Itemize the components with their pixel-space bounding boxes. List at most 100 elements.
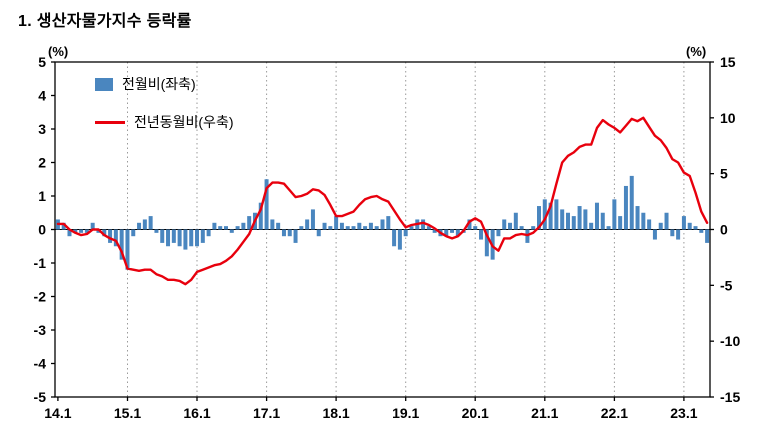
bar [293,229,298,243]
bar [247,216,252,230]
bar [281,229,286,237]
bar [571,216,576,230]
bar [542,199,547,230]
x-tick-label: 16.1 [183,405,210,421]
bar [235,226,240,230]
bar [183,229,188,250]
bar [108,229,113,243]
chart-title: 1. 생산자물가지수 등락률 [18,13,192,30]
x-tick-label: 17.1 [253,405,280,421]
line-swatch-icon [95,120,125,124]
bar [218,226,223,230]
bar [392,229,397,247]
legend: 전월비(좌축) 전년동월비(우축) [95,74,233,132]
bar [142,219,147,230]
left-tick-label: -5 [34,389,47,405]
bar [189,229,194,247]
bar-swatch-icon [95,77,113,91]
bar [484,229,489,257]
left-tick-label: -2 [34,289,47,305]
bar [618,216,623,230]
bar [328,226,333,230]
bar [583,209,588,230]
x-tick-label: 18.1 [322,405,349,421]
legend-label-yoy: 전년동월비(우축) [134,114,234,130]
bar [322,222,327,230]
left-tick-label: -1 [34,255,47,271]
bar [455,229,460,237]
right-tick-label: 0 [720,222,728,238]
bar [693,226,698,230]
bar [444,229,449,237]
x-tick-label: 22.1 [601,405,628,421]
bar [334,216,339,230]
bar [125,229,130,270]
bar [171,229,176,243]
x-tick-label: 20.1 [462,405,489,421]
left-tick-label: -3 [34,322,47,338]
legend-label-mom: 전월비(좌축) [122,76,196,92]
bar [345,226,350,230]
bar [131,229,136,237]
bar [635,206,640,230]
left-tick-label: 5 [38,54,46,70]
bar [577,206,582,230]
bar [166,229,171,247]
bar [90,222,95,230]
bar [386,216,391,230]
bar [589,222,594,230]
bar [79,229,84,233]
left-tick-label: 3 [38,121,46,137]
bar [339,222,344,230]
bar [224,226,228,230]
x-tick-label: 23.1 [670,405,697,421]
right-tick-label: 15 [720,54,736,70]
bar [594,202,599,230]
bar [606,226,611,230]
bar [403,229,408,237]
bar [565,212,570,230]
bar [310,209,315,230]
bar [67,229,72,237]
left-tick-label: 4 [38,88,46,104]
left-tick-label: -4 [34,356,47,372]
bar [276,222,281,230]
bar [264,179,269,230]
legend-item-mom: 전월비(좌축) [95,74,233,94]
bar [380,219,385,230]
bar [113,229,118,247]
bar [687,222,692,230]
bar [84,229,89,233]
bar [357,222,362,230]
bar [421,219,426,230]
bar [531,226,536,230]
x-tick-label: 15.1 [114,405,141,421]
bar [316,229,321,237]
x-tick-label: 21.1 [531,405,558,421]
bar [241,222,246,230]
bar [502,219,507,230]
bar [554,199,559,230]
bar [397,229,402,250]
bar [374,226,379,230]
bar [612,199,617,230]
bar [670,229,675,237]
bar [652,229,657,240]
right-tick-label: 10 [720,110,736,126]
bar [647,219,652,230]
bar [229,229,234,233]
bar [623,185,628,230]
bar [699,229,704,233]
bar [212,222,217,230]
bar [154,229,159,233]
bar [473,226,478,230]
bar [519,226,524,230]
bar [641,212,646,230]
bar [73,229,78,233]
left-tick-label: 2 [38,155,46,171]
left-tick-label: 0 [38,222,46,238]
bar [287,229,292,237]
bar [299,226,304,230]
